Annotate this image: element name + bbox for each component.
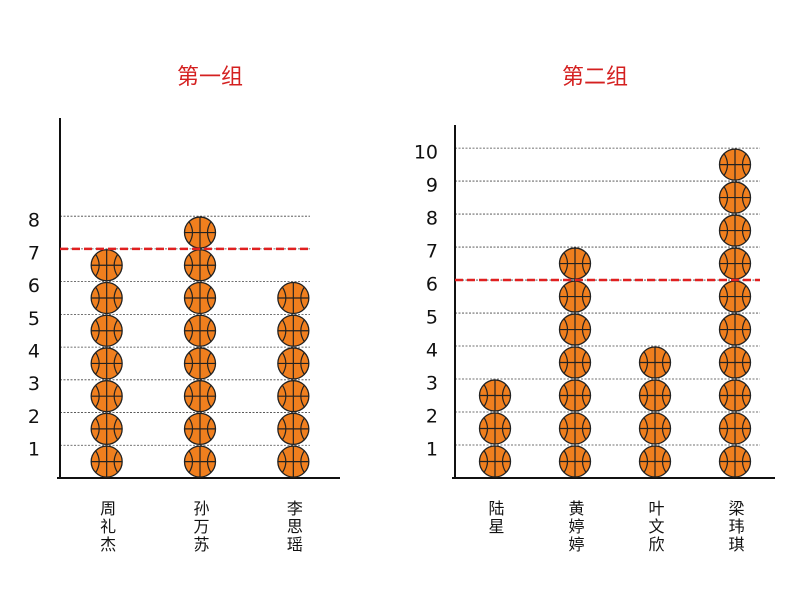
ball [90,314,123,347]
ball [277,412,310,446]
ball [718,148,752,181]
ball [90,347,123,380]
chart-title: 第一组 [177,65,243,90]
y-tick-label: 1 [28,439,40,461]
ball [277,347,310,380]
ball [558,346,592,379]
x-tick-label: 孙万苏 [191,500,210,554]
ball [638,346,672,379]
y-tick-label: 2 [28,406,40,428]
ball [90,380,123,413]
ball [478,412,512,445]
ball [90,249,123,282]
ball [558,445,592,478]
y-tick-label: 4 [426,339,438,361]
ball [718,445,752,478]
ball [718,247,752,280]
ball-stack [558,247,592,478]
ball [478,445,512,478]
y-tick-label: 4 [28,341,40,363]
ball [183,347,217,380]
ball [277,380,310,413]
ball [718,379,752,412]
ball [183,281,217,315]
ball [558,412,592,445]
ball [277,445,310,478]
ball [90,412,123,446]
ball [277,281,310,315]
ball [718,412,752,445]
y-tick-label: 5 [28,308,40,330]
y-tick-label: 2 [426,405,438,427]
ball [183,249,217,282]
ball [277,314,310,347]
ball [90,445,123,478]
y-tick-label: 3 [28,373,40,395]
x-tick-label: 李思瑶 [284,500,303,554]
x-tick-label: 周礼杰 [97,500,116,554]
y-tick-label: 8 [28,210,40,232]
ball [558,280,592,313]
y-tick-label: 6 [426,274,438,296]
x-tick-label: 叶文欣 [646,500,665,554]
ball [718,313,752,346]
ball [478,379,512,412]
ball [183,412,217,446]
x-tick-label: 梁玮琪 [726,500,745,554]
ball [558,379,592,412]
chart-title: 第二组 [562,65,628,90]
ball [183,216,217,249]
ball [718,346,752,379]
y-tick-label: 10 [414,142,438,164]
ball [638,412,672,445]
y-tick-label: 7 [426,241,438,263]
ball [558,313,592,346]
ball-stack [90,249,123,478]
ball [183,314,217,347]
y-tick-label: 7 [28,242,40,264]
ball [718,280,752,313]
ball [638,379,672,412]
y-tick-label: 6 [28,275,40,297]
ball [638,445,672,478]
ball [718,181,752,214]
ball [90,281,123,315]
ball [183,445,217,478]
y-tick-label: 9 [426,175,438,197]
y-tick-label: 3 [426,372,438,394]
ball [718,214,752,247]
x-tick-label: 陆星 [486,500,505,536]
ball [558,247,592,280]
ball-stack [478,379,512,478]
y-tick-label: 1 [426,438,438,460]
y-tick-label: 8 [426,208,438,230]
ball [183,380,217,413]
x-tick-label: 黄婷婷 [566,500,585,554]
y-tick-label: 5 [426,306,438,328]
